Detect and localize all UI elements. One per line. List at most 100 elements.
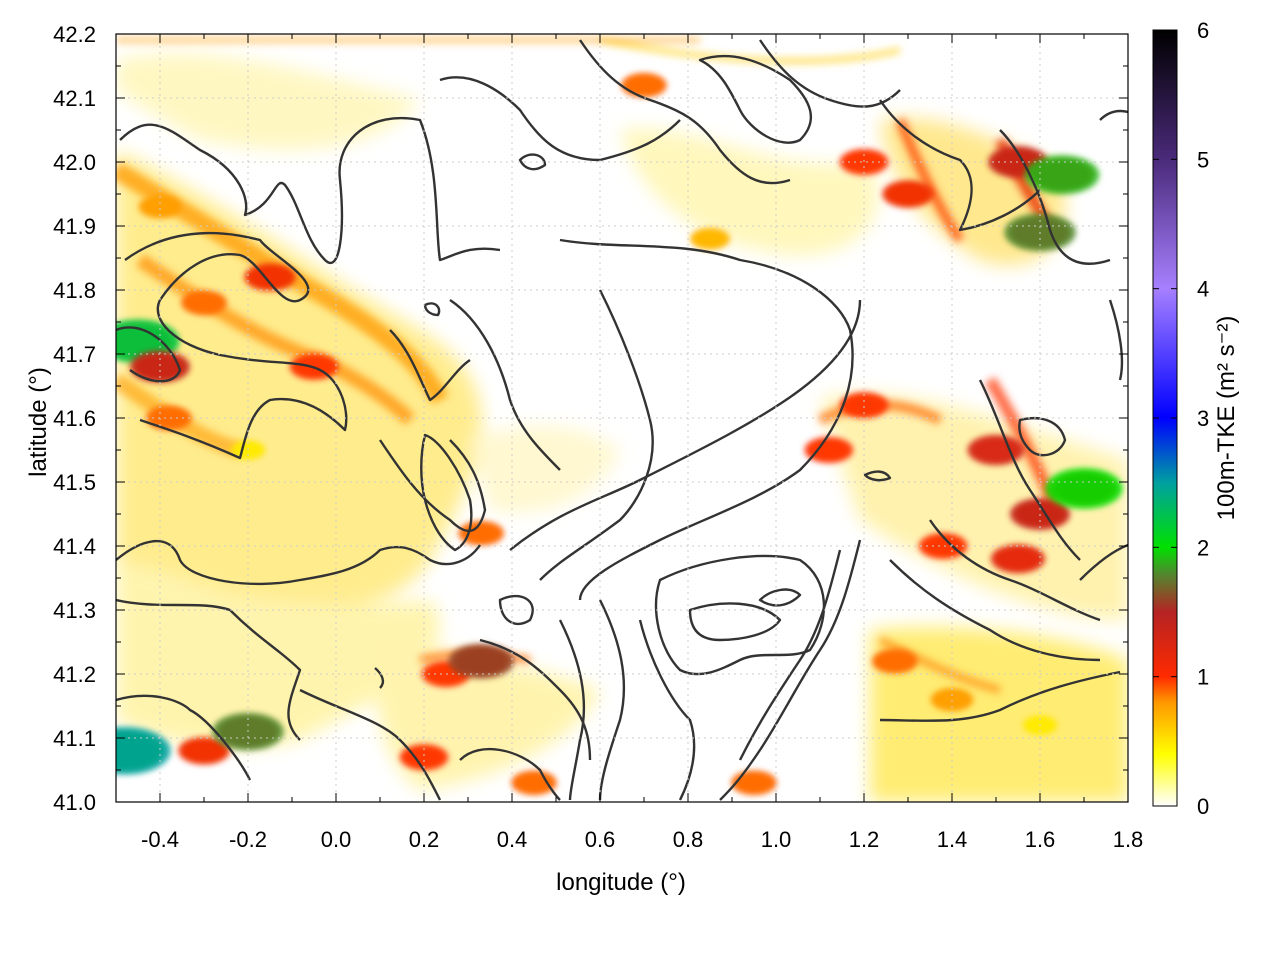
contour-line xyxy=(638,619,696,801)
x-tick-label: 1.8 xyxy=(1113,827,1144,852)
tke-hotspot xyxy=(689,227,731,250)
y-tick-label: 42.0 xyxy=(53,150,96,175)
colorbar-tick-label: 5 xyxy=(1197,147,1209,172)
x-tick-label: 1.4 xyxy=(937,827,968,852)
y-tick-label: 42.1 xyxy=(53,86,96,111)
contour-line xyxy=(758,588,802,607)
tke-hotspot xyxy=(448,643,515,679)
tke-hotspot xyxy=(871,648,918,674)
tke-hotspot xyxy=(620,72,668,98)
contour-line xyxy=(119,116,501,264)
y-tick-label: 41.7 xyxy=(53,342,96,367)
y-tick-label: 41.6 xyxy=(53,406,96,431)
contour-line xyxy=(439,76,681,162)
y-axis-title: latitude (°) xyxy=(25,367,52,477)
contour-line xyxy=(379,439,487,533)
contour-line xyxy=(498,594,534,626)
x-axis-title: longitude (°) xyxy=(556,869,686,896)
contour-line xyxy=(738,549,842,761)
colorbar-tick-label: 6 xyxy=(1197,18,1209,43)
tke-hotspot xyxy=(244,263,296,292)
tke-hotspot xyxy=(458,520,505,546)
contour-line xyxy=(978,379,1081,561)
contour-line xyxy=(449,299,561,471)
tke-hotspot xyxy=(399,743,449,771)
x-tick-label: 0.0 xyxy=(321,827,352,852)
contour-line xyxy=(1108,299,1124,381)
contour-line xyxy=(539,289,654,581)
colorbar-tick-label: 0 xyxy=(1197,794,1209,819)
y-tick-label: 41.8 xyxy=(53,278,96,303)
x-tick-label: 0.4 xyxy=(497,827,528,852)
colorbar-tick-label: 3 xyxy=(1197,406,1209,431)
colorbar: 0 1 2 3 4 5 6 100m-TKE (m² s⁻²) xyxy=(1152,18,1240,819)
y-tick-label: 41.0 xyxy=(53,790,96,815)
x-tick-labels: -0.4 -0.2 0.0 0.2 0.4 0.6 0.8 1.0 1.2 1.4 1.6 1.8 xyxy=(141,827,1143,852)
tke-hotspot xyxy=(129,350,191,383)
x-tick-label: 0.2 xyxy=(409,827,440,852)
contour-line xyxy=(1099,109,1128,121)
contour-line xyxy=(374,667,385,689)
plot-area xyxy=(115,33,1129,803)
colorbar-ticks xyxy=(1153,29,1177,807)
x-tick-label: -0.2 xyxy=(229,827,267,852)
contour-line xyxy=(879,99,1041,232)
contour-line xyxy=(459,747,561,801)
contour-line xyxy=(116,598,302,741)
contour-line xyxy=(558,619,586,801)
contour-line xyxy=(654,554,826,676)
contour-line xyxy=(999,129,1111,265)
contour-line xyxy=(1018,417,1067,457)
y-tick-label: 41.3 xyxy=(53,598,96,623)
contour-line xyxy=(423,302,441,317)
contour-line xyxy=(889,559,1101,662)
tke-hotspot xyxy=(138,194,182,219)
contour-line xyxy=(863,470,892,482)
y-tick-labels: 41.0 41.1 41.2 41.3 41.4 41.5 41.6 41.7 41.8 41.9… xyxy=(53,22,96,815)
x-tick-label: 1.6 xyxy=(1025,827,1056,852)
y-tick-label: 41.5 xyxy=(53,470,96,495)
terrain-contours xyxy=(116,39,1128,801)
colorbar-tick-label: 1 xyxy=(1197,665,1209,690)
contour-line xyxy=(389,329,471,402)
tke-hotspot xyxy=(804,436,854,464)
contour-line xyxy=(879,670,1121,722)
contour-line xyxy=(929,519,1101,622)
y-tick-label: 41.4 xyxy=(53,534,96,559)
tke-hotspot xyxy=(180,290,228,316)
contour-line xyxy=(124,231,348,460)
contour-line xyxy=(116,540,481,586)
contour-line xyxy=(598,599,626,801)
contour-line xyxy=(116,694,252,781)
contour-line xyxy=(518,153,547,171)
colorbar-tick-label: 4 xyxy=(1197,277,1209,302)
tke-hotspot xyxy=(839,391,889,419)
contour-line xyxy=(719,539,862,801)
y-tick-label: 42.2 xyxy=(53,22,96,47)
contour-line xyxy=(479,638,592,761)
tke-hotspot xyxy=(730,770,778,796)
plot-frame xyxy=(115,33,1129,803)
colorbar-tick-label: 2 xyxy=(1197,535,1209,560)
contour-line xyxy=(420,433,473,552)
contour-line xyxy=(509,299,862,551)
x-tick-label: 0.6 xyxy=(585,827,616,852)
x-tick-label: -0.4 xyxy=(141,827,179,852)
contour-line xyxy=(698,54,812,144)
contour-line xyxy=(688,602,782,642)
contour-line xyxy=(116,326,182,383)
x-tick-label: 1.0 xyxy=(761,827,792,852)
tke-hotspot xyxy=(178,736,230,765)
x-tick-label: 0.8 xyxy=(673,827,704,852)
contour-line xyxy=(299,688,442,801)
tke-hotspot xyxy=(510,770,558,796)
contour-line xyxy=(559,238,854,601)
tke-hotspot xyxy=(882,180,934,208)
colorbar-title: 100m-TKE (m² s⁻²) xyxy=(1213,316,1240,521)
colorbar-tick-labels: 0 1 2 3 4 5 6 xyxy=(1197,18,1209,819)
tke-hotspot xyxy=(145,405,192,431)
tke-hotspot xyxy=(967,434,1025,466)
y-tick-label: 41.1 xyxy=(53,726,96,751)
tke-hotspot xyxy=(990,544,1046,574)
